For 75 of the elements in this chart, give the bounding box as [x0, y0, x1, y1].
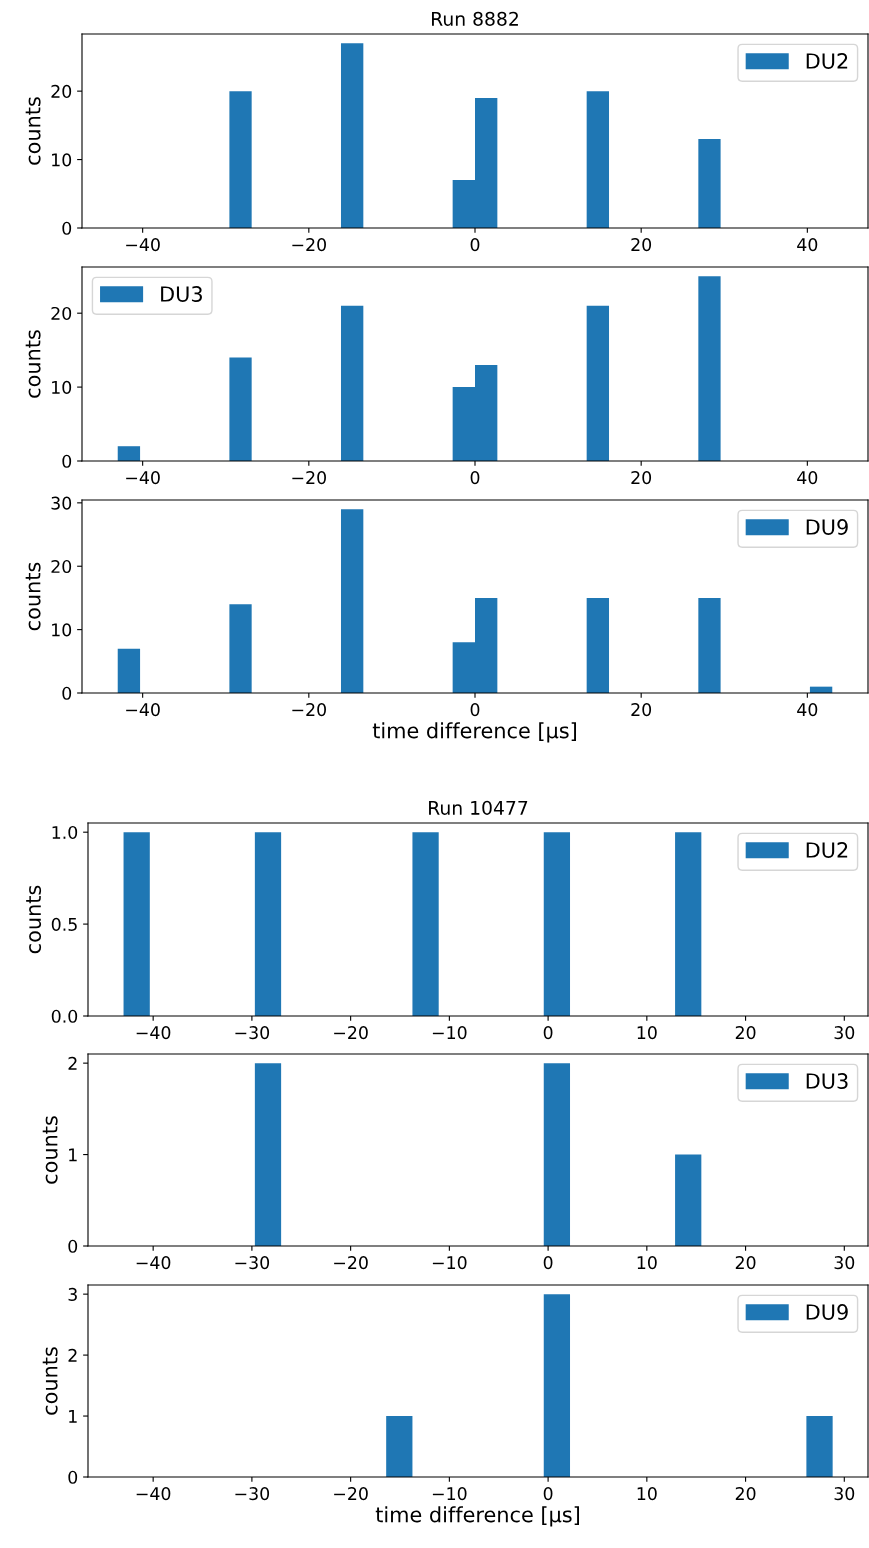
x-tick-label: −10	[432, 1256, 467, 1270]
y-axis-title: counts	[25, 330, 41, 398]
x-tick-label: 0	[470, 703, 480, 717]
x-tick-label: 40	[797, 471, 818, 485]
x-tick-label: −40	[136, 1487, 171, 1501]
x-tick-label: −30	[235, 1256, 270, 1270]
x-tick-label: 20	[631, 238, 652, 252]
legend-label: DU3	[161, 286, 202, 302]
y-axis-title: counts	[25, 562, 41, 631]
x-tick-label: −20	[334, 1256, 368, 1270]
x-tick-label: −20	[292, 238, 326, 252]
y-tick-label: 2	[68, 1056, 77, 1070]
y-tick-label: 30	[51, 496, 72, 510]
x-tick-label: −40	[136, 1256, 171, 1270]
legend-label: DU9	[806, 1304, 848, 1320]
x-tick-label: 30	[834, 1026, 855, 1040]
y-tick-label: 0	[62, 686, 72, 700]
y-tick-label: 0.0	[51, 1009, 78, 1023]
legend-label: DU2	[806, 842, 848, 858]
y-tick-label: 0	[68, 1470, 78, 1484]
y-tick-label: 20	[51, 306, 72, 321]
y-axis-title: counts	[42, 1347, 58, 1415]
y-tick-label: 10	[52, 380, 72, 394]
y-tick-label: 0	[62, 454, 72, 468]
y-tick-label: 1.0	[52, 825, 78, 840]
y-tick-label: 20	[51, 559, 72, 574]
legend-label: DU3	[806, 1073, 848, 1089]
x-tick-label: 20	[735, 1026, 756, 1040]
y-tick-label: 0	[62, 221, 72, 235]
x-tick-label: −30	[235, 1487, 270, 1501]
x-tick-label: −10	[432, 1026, 467, 1040]
x-tick-label: 0	[470, 238, 480, 252]
y-tick-label: 20	[51, 84, 72, 98]
y-tick-label: 1	[69, 1148, 77, 1162]
x-tick-label: 0	[470, 471, 480, 485]
y-tick-label: 2	[68, 1348, 77, 1362]
x-tick-label: −20	[334, 1026, 368, 1040]
y-axis-title: counts	[25, 97, 41, 165]
x-tick-label: 0	[543, 1256, 553, 1270]
x-tick-label: −40	[126, 703, 160, 717]
y-tick-label: 10	[52, 623, 72, 637]
x-tick-label: −40	[126, 471, 160, 485]
y-tick-label: 0	[68, 1239, 78, 1253]
x-tick-label: −20	[292, 471, 326, 485]
x-tick-label: −20	[334, 1487, 368, 1501]
x-tick-label: 10	[637, 1487, 657, 1501]
x-tick-label: 40	[797, 703, 818, 717]
x-tick-label: 20	[631, 471, 652, 485]
x-tick-label: 30	[834, 1256, 855, 1270]
x-axis-title: time difference [μs]	[372, 722, 576, 743]
y-tick-label: 0.5	[51, 917, 77, 931]
x-tick-label: −40	[136, 1026, 171, 1040]
x-tick-label: −30	[235, 1026, 270, 1040]
x-axis-title: time difference [μs]	[375, 1506, 579, 1527]
x-tick-label: 20	[735, 1487, 756, 1501]
x-tick-label: −20	[292, 703, 326, 717]
y-tick-label: 3	[68, 1287, 77, 1301]
chart-title: Run 10477	[429, 800, 528, 815]
x-tick-label: 40	[797, 238, 818, 252]
x-tick-label: 0	[543, 1487, 553, 1501]
chart-title: Run 8882	[432, 11, 518, 26]
x-tick-label: 0	[543, 1026, 553, 1040]
x-tick-label: −10	[432, 1487, 467, 1501]
x-tick-label: 20	[735, 1256, 756, 1270]
y-axis-title: counts	[42, 1116, 58, 1184]
legend-label: DU9	[806, 519, 848, 535]
x-tick-label: −40	[126, 238, 160, 252]
x-tick-label: 20	[631, 703, 652, 717]
y-tick-label: 10	[52, 153, 72, 167]
x-tick-label: 30	[834, 1487, 855, 1501]
y-axis-title: counts	[26, 885, 42, 954]
y-tick-label: 1	[69, 1409, 77, 1423]
legend-label: DU2	[806, 53, 848, 69]
x-tick-label: 10	[637, 1026, 657, 1040]
x-tick-label: 10	[637, 1256, 657, 1270]
